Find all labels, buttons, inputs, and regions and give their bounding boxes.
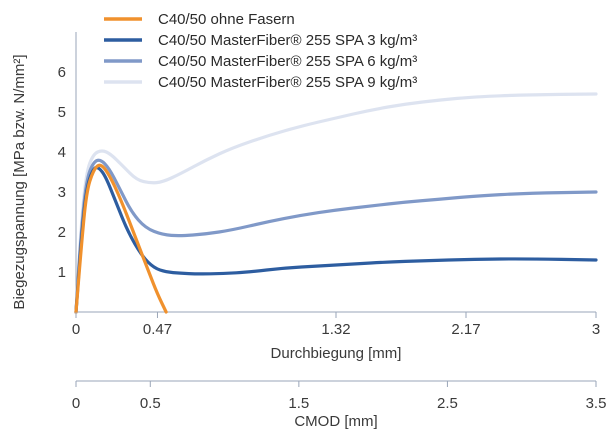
series-line-1 [74, 163, 168, 314]
legend-label: C40/50 MasterFiber® 255 SPA 3 kg/m³ [158, 32, 417, 49]
secondary-x-tick-label: 0.5 [140, 395, 161, 412]
legend-label: C40/50 ohne Fasern [158, 11, 295, 28]
y-tick-label: 4 [58, 144, 66, 161]
y-tick-label: 3 [58, 184, 66, 201]
secondary-x-axis-label: CMOD [mm] [294, 413, 377, 430]
series-line-3 [74, 158, 598, 314]
y-tick-label: 6 [58, 64, 66, 81]
series-line-2 [74, 165, 598, 314]
x-axis-label: Durchbiegung [mm] [271, 345, 402, 362]
y-tick-label: 1 [58, 264, 66, 281]
series-group [74, 92, 598, 314]
y-tick-label: 5 [58, 104, 66, 121]
y-axis-label: Biegezugspannung [MPa bzw. N/mm²] [11, 54, 28, 309]
secondary-x-tick-group: 0 0.5 1.5 2.5 3.5 [72, 381, 607, 412]
secondary-x-tick-label: 0 [72, 395, 80, 412]
legend-label: C40/50 MasterFiber® 255 SPA 6 kg/m³ [158, 53, 417, 70]
x-tick-label: 2.17 [451, 321, 480, 338]
y-tick-label: 2 [58, 224, 66, 241]
x-tick-label: 3 [592, 321, 600, 338]
legend-label: C40/50 MasterFiber® 255 SPA 9 kg/m³ [158, 74, 417, 91]
x-tick-label: 1.32 [321, 321, 350, 338]
y-tick-group: 1 2 3 4 5 6 [58, 64, 66, 281]
x-tick-label: 0 [72, 321, 80, 338]
legend: C40/50 ohne Fasern C40/50 MasterFiber® 25… [104, 11, 417, 91]
secondary-x-tick-label: 1.5 [288, 395, 309, 412]
secondary-x-tick-label: 2.5 [437, 395, 458, 412]
series-line-4 [74, 92, 598, 314]
x-tick-group: 0 0.47 1.32 2.17 3 [72, 312, 600, 338]
x-tick-label: 0.47 [143, 321, 172, 338]
secondary-x-tick-label: 3.5 [586, 395, 607, 412]
